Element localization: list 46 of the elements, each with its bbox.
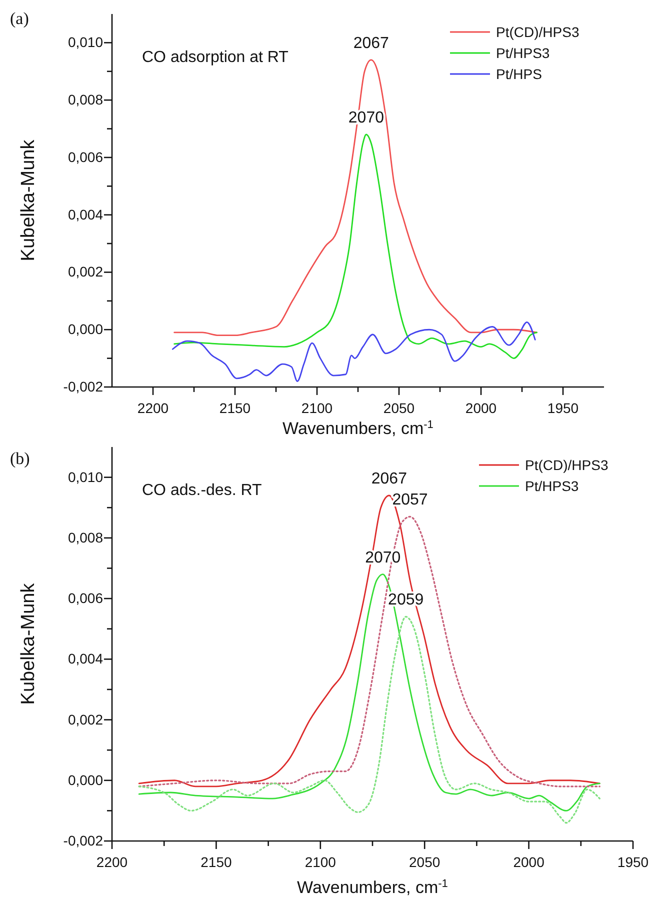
y-axis-title: Kubelka-Munk (18, 582, 39, 705)
chart-title: (b) (10, 449, 30, 468)
x-tick-label: 2050 (409, 854, 440, 870)
y-axis-title: Kubelka-Munk (18, 139, 39, 262)
legend-label: Pt/HPS3 (496, 45, 550, 61)
line-series (172, 321, 536, 382)
y-tick-label: 0,010 (68, 468, 104, 485)
y-tick-label: 0,004 (68, 206, 104, 222)
y-tick-label: 0,008 (68, 92, 104, 108)
x-tick-label: 2150 (200, 854, 232, 870)
x-tick-label: 2150 (219, 400, 251, 416)
y-tick-label: 0,006 (68, 148, 104, 165)
legend-label: Pt(CD)/HPS3 (525, 457, 608, 473)
y-tick-label: 0,000 (68, 321, 104, 338)
annotation: 2067 (371, 470, 408, 488)
line-series (138, 574, 600, 812)
y-tick-label: 0,002 (68, 711, 104, 728)
x-tick-label: 2000 (465, 400, 497, 416)
annotation: CO ads.-des. RT (142, 482, 262, 499)
x-tick-label: 2100 (301, 400, 333, 416)
line-series (174, 134, 538, 360)
legend-label: Pt/HPS (496, 66, 542, 82)
y-tick-label: 0,000 (68, 772, 104, 788)
y-tick-label: 0,004 (68, 650, 104, 667)
y-tick-label: 0,008 (68, 529, 104, 546)
y-tick-label: -0,002 (63, 832, 104, 848)
x-tick-label: 1950 (617, 854, 649, 870)
y-tick-label: -0,002 (63, 378, 104, 394)
x-tick-label: 2200 (96, 854, 128, 870)
x-tick-label: 2050 (383, 400, 415, 416)
line-series (138, 616, 600, 824)
y-tick-label: 0,010 (68, 34, 104, 50)
x-tick-label: 2100 (304, 854, 336, 870)
x-tick-label: 2200 (137, 400, 169, 416)
x-tick-label: 1950 (547, 400, 579, 416)
chart-title: (a) (10, 9, 29, 28)
annotation: 2067 (353, 34, 390, 52)
x-axis-title: Wavenumbers, cm$^{-1}$ (297, 878, 448, 897)
annotation: CO adsorption at RT (142, 49, 289, 66)
y-tick-label: 0,006 (68, 590, 104, 606)
legend-label: Pt(CD)/HPS3 (496, 24, 580, 40)
x-tick-label: 2000 (513, 854, 545, 870)
legend-label: Pt/HPS3 (525, 478, 579, 494)
x-axis-title: Wavenumbers, cm$^{-1}$ (282, 419, 434, 438)
annotation: 2057 (392, 492, 428, 509)
y-tick-label: 0,002 (68, 264, 104, 280)
